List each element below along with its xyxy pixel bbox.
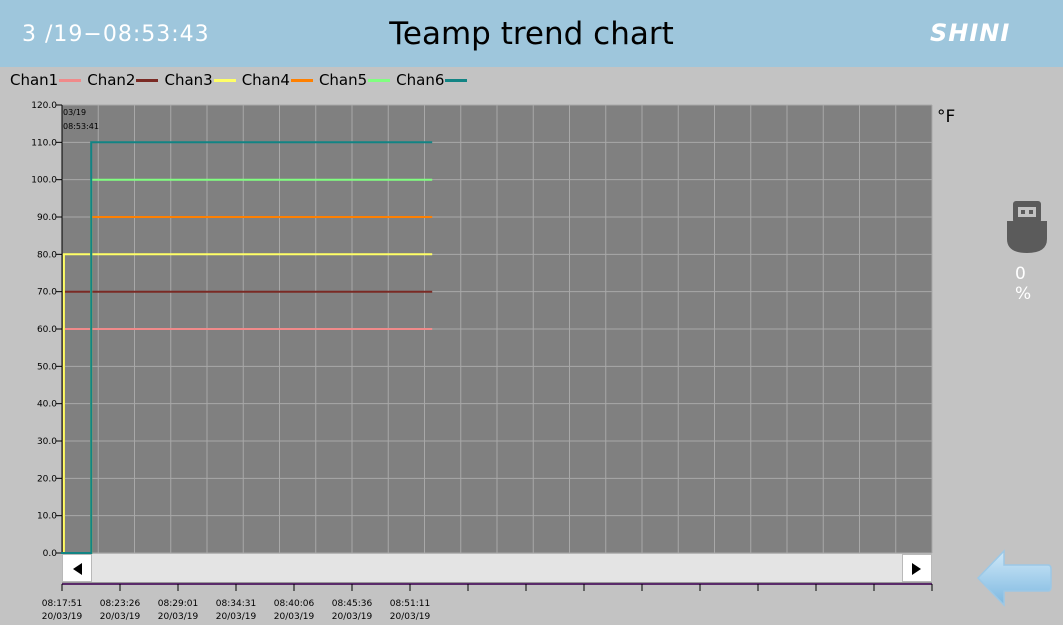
page-title: Teamp trend chart <box>389 16 674 52</box>
y-tick-label: 50.0 <box>37 362 57 372</box>
legend-swatch <box>368 79 391 82</box>
arrow-left-icon <box>73 563 82 575</box>
unit-label: °F <box>937 107 956 127</box>
y-tick-label: 60.0 <box>37 325 57 335</box>
x-tick-time-label: 08:45:36 <box>332 599 373 609</box>
legend-item-chan4: Chan4 <box>242 71 313 89</box>
series-line-chan4 <box>61 216 433 554</box>
x-tick-time-label: 08:40:06 <box>274 599 315 609</box>
legend-label: Chan6 <box>396 71 445 89</box>
legend-item-chan2: Chan2 <box>87 71 159 89</box>
back-arrow-icon <box>976 549 1052 607</box>
cursor-date-label: 03/19 <box>63 108 86 117</box>
x-tick-date-label: 20/03/19 <box>332 612 373 622</box>
x-tick-date-label: 20/03/19 <box>216 612 257 622</box>
legend-item-chan3: Chan3 <box>164 71 236 89</box>
y-tick-label: 110.0 <box>31 138 57 148</box>
header-bar: 3 /19−08:53:43 Teamp trend chart SHINI <box>0 0 1063 67</box>
chart-legend: Chan1 Chan2 Chan3 Chan4 Chan5 Chan6 <box>10 71 473 89</box>
legend-label: Chan2 <box>87 71 136 89</box>
x-tick-time-label: 08:17:51 <box>42 599 82 609</box>
x-tick-date-label: 20/03/19 <box>390 612 431 622</box>
y-tick-label: 100.0 <box>31 176 57 186</box>
x-tick-time-label: 08:51:11 <box>390 599 430 609</box>
x-tick-date-label: 20/03/19 <box>42 612 83 622</box>
scroll-right-button[interactable] <box>902 554 932 582</box>
y-tick-label: 20.0 <box>37 474 57 484</box>
legend-swatch <box>213 79 236 82</box>
scroll-left-button[interactable] <box>62 554 92 582</box>
y-tick-label: 120.0 <box>31 101 57 111</box>
y-tick-label: 70.0 <box>37 288 57 298</box>
legend-label: Chan1 <box>10 71 59 89</box>
legend-swatch <box>445 79 468 82</box>
legend-swatch <box>59 79 82 82</box>
y-tick-label: 90.0 <box>37 213 57 223</box>
back-button[interactable] <box>976 549 1052 607</box>
y-tick-label: 30.0 <box>37 437 57 447</box>
legend-swatch <box>136 79 159 82</box>
arrow-right-icon <box>912 563 921 575</box>
x-tick-date-label: 20/03/19 <box>100 612 141 622</box>
legend-item-chan5: Chan5 <box>318 71 391 89</box>
usb-usage-percent: 0 % <box>1015 264 1038 304</box>
legend-label: Chan4 <box>241 71 290 89</box>
legend-label: Chan3 <box>164 71 213 89</box>
legend-item-chan6: Chan6 <box>396 71 468 89</box>
x-tick-time-label: 08:29:01 <box>158 599 198 609</box>
usb-drive-icon[interactable] <box>1005 199 1049 259</box>
y-tick-label: 0.0 <box>43 549 58 559</box>
clock-display: 3 /19−08:53:43 <box>22 22 210 47</box>
series-line-chan2 <box>61 290 433 554</box>
chart-scrollbar[interactable] <box>62 554 932 583</box>
x-tick-date-label: 20/03/19 <box>158 612 199 622</box>
legend-swatch <box>290 79 313 82</box>
series-line-chan6 <box>61 141 433 554</box>
y-tick-label: 80.0 <box>37 250 57 260</box>
y-tick-label: 10.0 <box>37 512 57 522</box>
cursor-time-label: 08:53:41 <box>63 122 99 131</box>
legend-item-chan1: Chan1 <box>10 71 82 89</box>
y-tick-label: 40.0 <box>37 400 57 410</box>
x-tick-time-label: 08:34:31 <box>216 599 256 609</box>
x-tick-date-label: 20/03/19 <box>274 612 315 622</box>
shini-logo: SHINI <box>930 19 1011 47</box>
legend-label: Chan5 <box>318 71 368 89</box>
x-tick-time-label: 08:23:26 <box>100 599 141 609</box>
